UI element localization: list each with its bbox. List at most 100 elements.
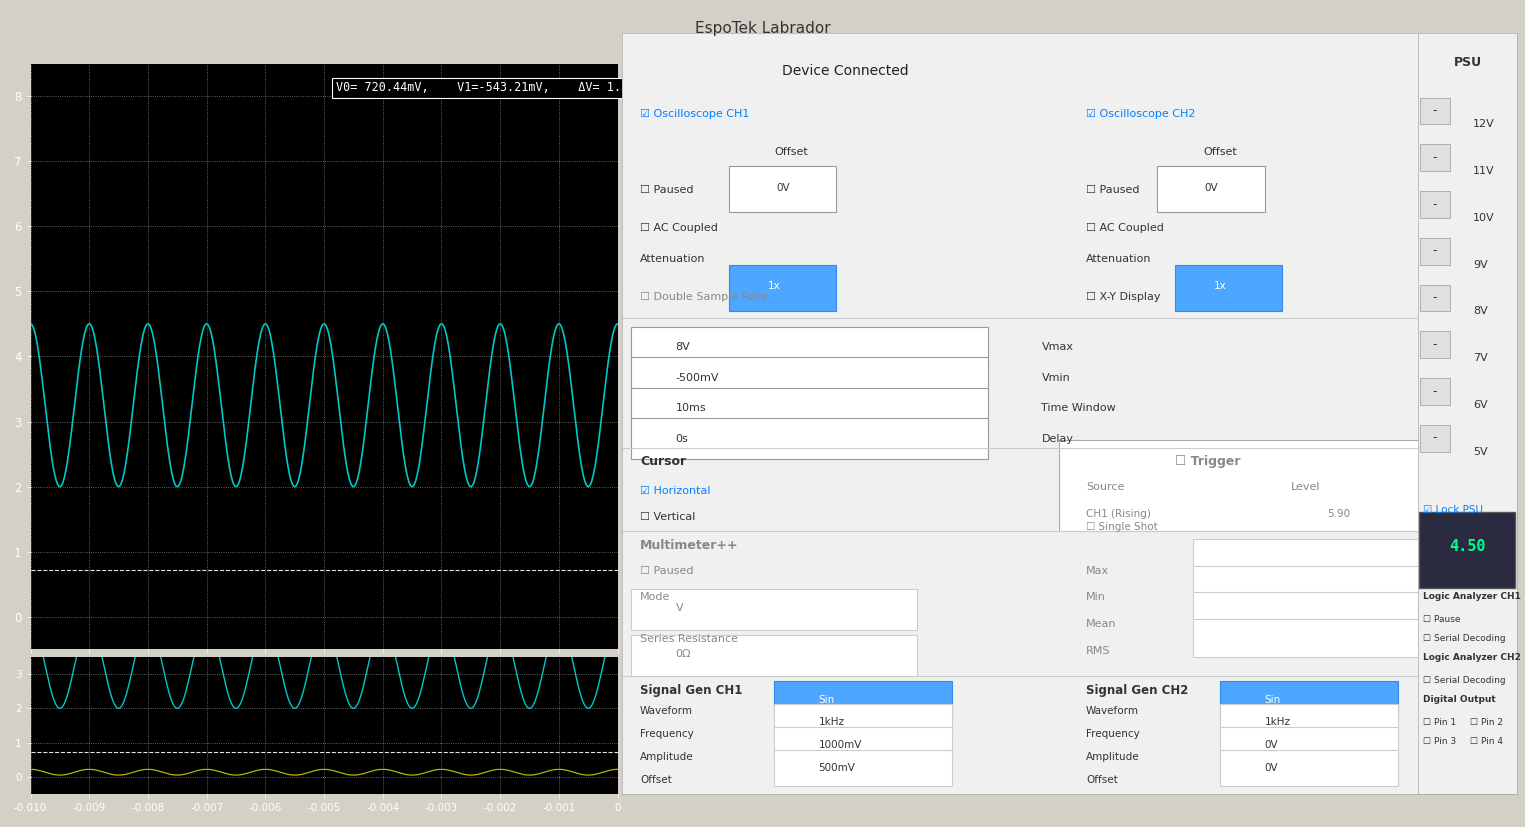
- Text: Mode: Mode: [640, 592, 671, 602]
- Text: ☐ Double Sample Rate: ☐ Double Sample Rate: [640, 292, 767, 302]
- Text: ☐ Vertical: ☐ Vertical: [640, 513, 695, 523]
- Text: V: V: [676, 603, 683, 614]
- Text: EspoTek Labrador: EspoTek Labrador: [695, 21, 830, 36]
- Text: 10ms: 10ms: [676, 404, 706, 414]
- Text: ☐ Paused: ☐ Paused: [640, 566, 694, 576]
- FancyBboxPatch shape: [1220, 681, 1398, 718]
- FancyBboxPatch shape: [1420, 513, 1516, 589]
- Text: ☐ Paused: ☐ Paused: [640, 185, 694, 195]
- Text: Offset: Offset: [1086, 775, 1118, 785]
- Text: 8V: 8V: [1473, 306, 1487, 317]
- FancyBboxPatch shape: [1420, 191, 1450, 218]
- Text: Sin: Sin: [819, 695, 834, 705]
- Text: ☐ Serial Decoding: ☐ Serial Decoding: [1423, 634, 1505, 643]
- Text: Logic Analyzer CH2: Logic Analyzer CH2: [1423, 653, 1520, 662]
- Text: -: -: [1434, 198, 1438, 211]
- Text: 4.50: 4.50: [1450, 539, 1485, 554]
- Text: Signal Gen CH2: Signal Gen CH2: [1086, 684, 1188, 696]
- Text: Max: Max: [1086, 566, 1109, 576]
- Text: ☐ Serial Decoding: ☐ Serial Decoding: [1423, 676, 1505, 685]
- Text: ☐ X-Y Display: ☐ X-Y Display: [1086, 292, 1161, 302]
- Text: 7V: 7V: [1473, 353, 1487, 363]
- FancyBboxPatch shape: [631, 327, 988, 368]
- Text: Series Resistance: Series Resistance: [640, 634, 738, 644]
- Text: Frequency: Frequency: [1086, 729, 1139, 739]
- FancyBboxPatch shape: [1060, 440, 1505, 532]
- Text: Attenuation: Attenuation: [1086, 254, 1151, 264]
- Text: Time Window: Time Window: [1042, 404, 1116, 414]
- Text: ☐ Pin 2: ☐ Pin 2: [1470, 718, 1502, 727]
- Text: ☑ Lock PSU: ☑ Lock PSU: [1423, 504, 1484, 514]
- Text: ☑ Oscilloscope CH2: ☑ Oscilloscope CH2: [1086, 109, 1196, 119]
- Text: ☐ Paused: ☐ Paused: [1086, 185, 1139, 195]
- Text: Offset: Offset: [640, 775, 673, 785]
- Text: Offset: Offset: [775, 147, 808, 157]
- Text: Amplitude: Amplitude: [1086, 752, 1139, 762]
- FancyBboxPatch shape: [631, 357, 988, 399]
- FancyBboxPatch shape: [1193, 619, 1496, 657]
- Text: Waveform: Waveform: [1086, 706, 1139, 716]
- Text: ☐ AC Coupled: ☐ AC Coupled: [1086, 223, 1164, 233]
- FancyBboxPatch shape: [631, 388, 988, 428]
- Text: CH1 (Rising): CH1 (Rising): [1086, 509, 1151, 519]
- Text: RMS: RMS: [1086, 646, 1110, 656]
- FancyBboxPatch shape: [631, 590, 917, 630]
- FancyBboxPatch shape: [1176, 265, 1283, 311]
- Text: Frequency: Frequency: [640, 729, 694, 739]
- Text: V0= 720.44mV,    V1=-543.21mV,    ΔV= 1.26V: V0= 720.44mV, V1=-543.21mV, ΔV= 1.26V: [336, 81, 642, 94]
- Text: ☐ Pin 4: ☐ Pin 4: [1470, 737, 1502, 746]
- Text: ☐ AC Coupled: ☐ AC Coupled: [640, 223, 718, 233]
- FancyBboxPatch shape: [1420, 284, 1450, 311]
- FancyBboxPatch shape: [1420, 238, 1450, 265]
- Text: Min: Min: [1086, 592, 1106, 602]
- Text: Device Connected: Device Connected: [782, 64, 909, 78]
- Text: ☐ Trigger: ☐ Trigger: [1176, 456, 1241, 468]
- Text: 500mV: 500mV: [819, 763, 856, 773]
- FancyBboxPatch shape: [773, 727, 952, 763]
- Text: 9V: 9V: [1473, 260, 1487, 270]
- Text: Signal Gen CH1: Signal Gen CH1: [640, 684, 743, 696]
- FancyBboxPatch shape: [773, 704, 952, 741]
- Text: Source: Source: [1086, 482, 1124, 492]
- Text: Sin: Sin: [1264, 695, 1281, 705]
- Text: ☐ Pin 3: ☐ Pin 3: [1423, 737, 1456, 746]
- FancyBboxPatch shape: [1220, 704, 1398, 741]
- Text: Vmax: Vmax: [1042, 342, 1074, 352]
- Text: 0V: 0V: [1264, 740, 1278, 750]
- Text: ☑ Horizontal: ☑ Horizontal: [640, 485, 711, 495]
- Text: Delay: Delay: [1042, 433, 1074, 443]
- FancyBboxPatch shape: [729, 265, 836, 311]
- FancyBboxPatch shape: [1420, 98, 1450, 124]
- Text: 0V: 0V: [776, 183, 790, 193]
- Text: -: -: [1434, 432, 1438, 444]
- FancyBboxPatch shape: [1420, 332, 1450, 358]
- Text: -: -: [1434, 104, 1438, 117]
- Text: -500mV: -500mV: [676, 373, 720, 383]
- Text: 1kHz: 1kHz: [1264, 717, 1290, 728]
- Text: Level: Level: [1292, 482, 1321, 492]
- Text: 10V: 10V: [1473, 213, 1494, 222]
- FancyBboxPatch shape: [631, 635, 917, 676]
- Text: -: -: [1434, 291, 1438, 304]
- Text: ☐ Pin 1: ☐ Pin 1: [1423, 718, 1456, 727]
- FancyBboxPatch shape: [631, 418, 988, 459]
- FancyBboxPatch shape: [1420, 145, 1450, 171]
- Text: ☑ Oscilloscope CH1: ☑ Oscilloscope CH1: [640, 109, 749, 119]
- FancyBboxPatch shape: [773, 750, 952, 786]
- Text: 5V: 5V: [1473, 447, 1487, 457]
- FancyBboxPatch shape: [1193, 592, 1496, 630]
- Text: Amplitude: Amplitude: [640, 752, 694, 762]
- Text: Logic Analyzer CH1: Logic Analyzer CH1: [1423, 592, 1520, 601]
- Text: Multimeter++: Multimeter++: [640, 539, 738, 552]
- Text: 6V: 6V: [1473, 399, 1487, 410]
- FancyBboxPatch shape: [1157, 166, 1264, 212]
- Text: Vmin: Vmin: [1042, 373, 1071, 383]
- Text: 0Ω: 0Ω: [676, 649, 691, 659]
- Text: Attenuation: Attenuation: [640, 254, 706, 264]
- Text: ☐ Pause: ☐ Pause: [1423, 615, 1461, 624]
- Text: ☐ Single Shot: ☐ Single Shot: [1086, 522, 1157, 532]
- Text: Waveform: Waveform: [640, 706, 692, 716]
- Text: 0V: 0V: [1205, 183, 1218, 193]
- Text: 0s: 0s: [676, 433, 688, 443]
- Text: 11V: 11V: [1473, 166, 1494, 176]
